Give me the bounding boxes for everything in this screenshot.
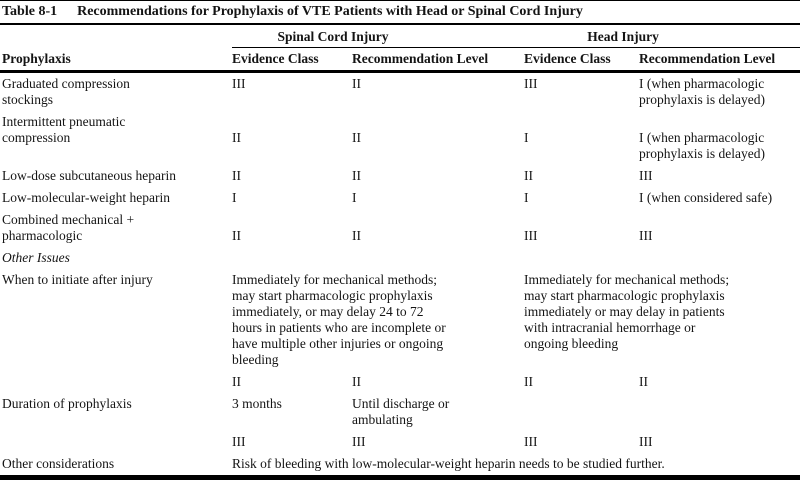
group-header-row: Spinal Cord Injury Head Injury <box>0 25 800 48</box>
row-cell <box>524 393 639 431</box>
row-label <box>0 371 232 393</box>
table-row: Low-dose subcutaneous heparin II II II III <box>0 165 800 187</box>
row-cell: II <box>639 374 649 389</box>
row-label: Intermittent pneumatic compression <box>2 114 126 145</box>
table-body: Graduated compression stockings III II III I… <box>0 72 800 478</box>
column-header-head-recommendation-level: Recommendation Level <box>639 47 800 73</box>
section-label: Other Issues <box>2 250 70 265</box>
column-header-head-evidence-class: Evidence Class <box>524 47 640 73</box>
row-cell: II <box>524 168 534 183</box>
row-cell: Until discharge or ambulating <box>352 396 450 427</box>
group-header-spinal-cord-injury: Spinal Cord Injury <box>232 25 525 48</box>
row-cell: II <box>524 374 534 389</box>
row-cell: III <box>639 168 653 183</box>
row-cell: II <box>232 228 241 243</box>
table-title: Recommendations for Prophylaxis of VTE P… <box>77 4 583 19</box>
table-row: II II II II <box>0 371 800 393</box>
table-row: Graduated compression stockings III II III I… <box>0 72 800 112</box>
row-cell: Risk of bleeding with low-molecular-weig… <box>232 456 665 471</box>
row-cell: II <box>232 130 241 145</box>
row-cell: 3 months <box>232 396 282 411</box>
row-cell: III <box>524 228 538 243</box>
row-cell: II <box>232 168 241 183</box>
row-cell: I (when pharmacologic prophylaxis is del… <box>639 130 765 161</box>
row-cell: II <box>352 228 361 243</box>
row-cell: III <box>524 76 538 91</box>
row-cell: I (when considered safe) <box>639 190 773 205</box>
row-label: Other considerations <box>2 456 115 471</box>
row-cell <box>639 393 800 431</box>
vte-prophylaxis-table: Spinal Cord Injury Head Injury Prophylax… <box>0 25 800 480</box>
table-row: Combined mechanical + pharmacologic II II I… <box>0 209 800 247</box>
row-cell: III <box>232 76 246 91</box>
row-cell: II <box>352 168 361 183</box>
group-header-head-injury: Head Injury <box>524 25 800 48</box>
table-number: Table 8-1 <box>2 4 58 19</box>
row-label: When to initiate after injury <box>2 272 153 287</box>
row-cell: III <box>639 434 653 449</box>
row-cell: III <box>352 434 366 449</box>
row-cell: II <box>352 76 361 91</box>
section-row: Other Issues <box>0 247 800 269</box>
row-label: Duration of prophylaxis <box>2 396 132 411</box>
table-row: Intermittent pneumatic compression II II I I… <box>0 111 800 165</box>
row-cell: III <box>524 434 538 449</box>
row-cell: I (when pharmacologic prophylaxis is del… <box>639 76 765 107</box>
column-header-spinal-recommendation-level: Recommendation Level <box>352 47 525 73</box>
row-cell: II <box>232 374 241 389</box>
row-label: Graduated compression stockings <box>2 76 130 107</box>
row-cell: II <box>352 130 361 145</box>
table-caption: Table 8-1 Recommendations for Prophylaxis… <box>0 1 800 25</box>
row-label <box>0 431 232 453</box>
row-cell: I <box>524 190 529 205</box>
row-cell: Immediately for mechanical methods; may … <box>232 272 446 367</box>
table-row: When to initiate after injury Immediately… <box>0 269 800 371</box>
row-label: Low-dose subcutaneous heparin <box>2 168 176 183</box>
row-cell: III <box>639 228 653 243</box>
table-row: Duration of prophylaxis 3 months Until dis… <box>0 393 800 431</box>
row-cell: I <box>232 190 237 205</box>
column-header-spinal-evidence-class: Evidence Class <box>232 47 352 73</box>
row-label: Combined mechanical + pharmacologic <box>2 212 135 243</box>
row-cell: Immediately for mechanical methods; may … <box>524 272 730 351</box>
table-row: Other considerations Risk of bleeding wit… <box>0 453 800 478</box>
row-cell: I <box>524 130 529 145</box>
row-cell: III <box>232 434 246 449</box>
row-cell: II <box>352 374 361 389</box>
column-header-prophylaxis: Prophylaxis <box>0 47 232 73</box>
row-label: Low-molecular-weight heparin <box>2 190 171 205</box>
table-row: III III III III <box>0 431 800 453</box>
corner-cell <box>0 25 232 48</box>
column-header-row: Prophylaxis Evidence Class Recommendatio… <box>0 47 800 73</box>
table-row: Low-molecular-weight heparin I I I I (when c… <box>0 187 800 209</box>
row-cell: I <box>352 190 357 205</box>
